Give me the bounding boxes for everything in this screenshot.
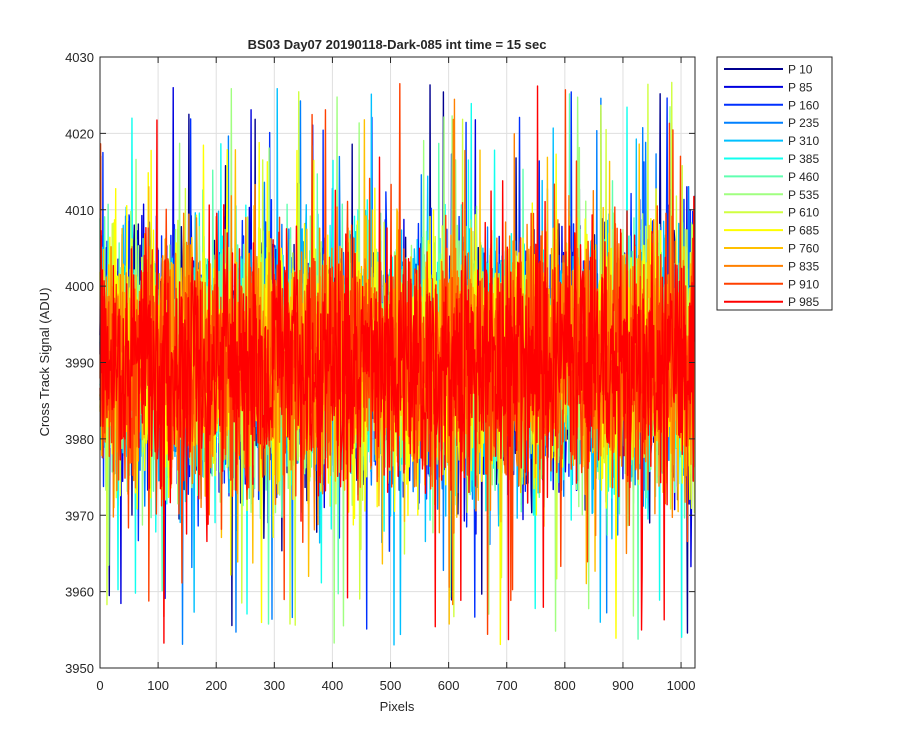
legend-label: P 235 xyxy=(788,116,819,130)
y-tick-label: 4000 xyxy=(65,279,94,294)
y-tick-label: 3970 xyxy=(65,508,94,523)
x-tick-label: 800 xyxy=(554,678,576,693)
legend-label: P 535 xyxy=(788,188,819,202)
legend-label: P 160 xyxy=(788,98,819,112)
y-tick-label: 3980 xyxy=(65,432,94,447)
y-tick-label: 4010 xyxy=(65,203,94,218)
x-tick-label: 600 xyxy=(438,678,460,693)
legend-box xyxy=(716,56,833,311)
x-tick-label: 200 xyxy=(205,678,227,693)
x-tick-label: 100 xyxy=(147,678,169,693)
x-tick-label: 1000 xyxy=(667,678,696,693)
y-tick-label: 3960 xyxy=(65,585,94,600)
y-tick-label: 3950 xyxy=(65,661,94,676)
axis-ticks: 0 100 200 300 400 500 600 700 800 900 1000 3950 3960… xyxy=(65,50,695,693)
legend-label: P 10 xyxy=(788,63,813,77)
chart-title: BS03 Day07 20190118-Dark-085 int time = … xyxy=(248,37,547,52)
legend-label: P 985 xyxy=(788,295,819,309)
legend-label: P 610 xyxy=(788,206,819,220)
legend-label: P 385 xyxy=(788,152,819,166)
series-line-p985 xyxy=(99,85,696,644)
legend: P 10 P 85 P 160 P 235 P 310 P 385 P 460 P 535 P … xyxy=(716,56,833,311)
y-axis-label: Cross Track Signal (ADU) xyxy=(37,288,52,437)
plot-area: 0 100 200 300 400 500 600 700 800 900 1000 3950 3960… xyxy=(65,50,695,693)
legend-label: P 460 xyxy=(788,170,819,184)
legend-items: P 10 P 85 P 160 P 235 P 310 P 385 P 460 P 535 P … xyxy=(724,63,819,309)
y-tick-label: 4030 xyxy=(65,50,94,65)
x-tick-label: 500 xyxy=(380,678,402,693)
legend-label: P 760 xyxy=(788,242,819,256)
x-tick-label: 400 xyxy=(322,678,344,693)
legend-label: P 910 xyxy=(788,277,819,291)
x-axis-label: Pixels xyxy=(380,699,415,714)
legend-label: P 685 xyxy=(788,224,819,238)
series-lines xyxy=(99,81,696,646)
x-tick-label: 700 xyxy=(496,678,518,693)
y-tick-label: 4020 xyxy=(65,126,94,141)
x-tick-label: 900 xyxy=(612,678,634,693)
legend-label: P 85 xyxy=(788,80,813,94)
x-tick-label: 0 xyxy=(96,678,103,693)
y-tick-label: 3990 xyxy=(65,356,94,371)
legend-label: P 310 xyxy=(788,134,819,148)
legend-label: P 835 xyxy=(788,259,819,273)
x-tick-label: 300 xyxy=(263,678,285,693)
